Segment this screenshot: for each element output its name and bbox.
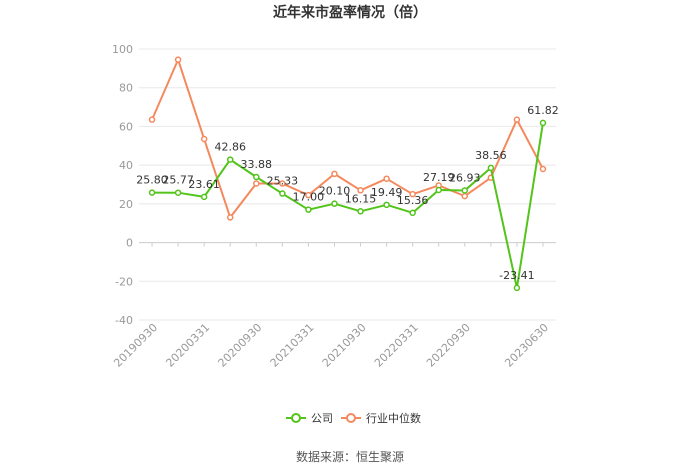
data-point-industry-median[interactable] xyxy=(226,214,234,221)
data-label-company: 23.61 xyxy=(188,178,220,191)
series-line-company xyxy=(152,122,544,289)
data-label-company: 15.36 xyxy=(397,194,429,207)
series-layer xyxy=(148,56,547,292)
data-point-company[interactable] xyxy=(461,187,469,194)
data-point-industry-median[interactable] xyxy=(409,190,416,198)
data-point-industry-median[interactable] xyxy=(461,192,469,200)
legend-item-company[interactable]: 公司 xyxy=(286,412,333,425)
data-point-company[interactable] xyxy=(305,206,312,213)
y-tick-label: 80 xyxy=(119,82,133,95)
data-label-company: 25.33 xyxy=(267,175,299,188)
data-point-company[interactable] xyxy=(148,189,156,196)
data-point-company[interactable] xyxy=(331,200,338,207)
data-point-industry-median[interactable] xyxy=(513,116,521,123)
data-point-company[interactable] xyxy=(435,186,442,194)
data-label-company: 16.15 xyxy=(345,192,377,205)
data-label-company: 38.56 xyxy=(475,149,507,162)
x-tick-label: 20200930 xyxy=(216,321,265,370)
data-label-company: 33.88 xyxy=(241,158,273,171)
data-label-company: -23.41 xyxy=(499,269,534,282)
data-label-company: 25.80 xyxy=(136,174,168,187)
data-point-industry-median[interactable] xyxy=(305,191,312,199)
data-point-company[interactable] xyxy=(357,208,364,215)
data-point-company[interactable] xyxy=(253,173,260,181)
data-label-company: 26.93 xyxy=(449,171,481,184)
grid-lines xyxy=(139,48,556,321)
legend[interactable]: 公司 行业中位数 xyxy=(286,411,421,425)
data-point-company[interactable] xyxy=(200,193,208,201)
data-label-company: 42.86 xyxy=(214,141,246,154)
data-point-company[interactable] xyxy=(539,119,547,127)
data-point-company[interactable] xyxy=(409,209,416,217)
data-label-company: 17.00 xyxy=(293,191,325,204)
y-axis: -40 -20 0 20 40 60 80 100 xyxy=(112,43,133,327)
data-label-company: 20.10 xyxy=(319,185,351,198)
data-point-company[interactable] xyxy=(226,156,234,163)
data-point-industry-median[interactable] xyxy=(383,175,390,182)
data-point-company[interactable] xyxy=(174,189,182,196)
data-point-company[interactable] xyxy=(279,190,286,197)
y-tick-label: -40 xyxy=(115,314,133,327)
data-label-company: 27.19 xyxy=(423,171,455,184)
y-tick-label: -20 xyxy=(115,275,133,288)
y-tick-label: 100 xyxy=(112,43,133,56)
legend-item-industry-median[interactable]: 行业中位数 xyxy=(341,411,421,425)
data-source: 数据来源：恒生聚源 xyxy=(296,449,404,464)
data-label-company: 61.82 xyxy=(527,104,559,117)
chart-title: 近年来市盈率情况（倍） xyxy=(273,4,427,21)
data-label-company: 19.49 xyxy=(371,186,403,199)
legend-marker-industry-median xyxy=(346,413,356,423)
x-tick-label: 20220331 xyxy=(372,321,421,370)
data-label-company: 25.77 xyxy=(162,174,194,187)
data-point-industry-median[interactable] xyxy=(357,187,364,194)
data-point-industry-median[interactable] xyxy=(200,135,208,143)
legend-label-industry-median: 行业中位数 xyxy=(366,411,421,425)
y-tick-label: 40 xyxy=(119,159,133,172)
x-tick-label: 20200331 xyxy=(163,321,212,370)
x-tick-label: 20230630 xyxy=(502,321,551,370)
x-tick-label: 20190930 xyxy=(111,321,160,370)
data-point-industry-median[interactable] xyxy=(331,170,338,178)
data-point-company[interactable] xyxy=(383,201,390,209)
y-tick-label: 20 xyxy=(119,198,133,211)
data-point-company[interactable] xyxy=(513,284,521,292)
x-tick-label: 20220930 xyxy=(424,321,473,370)
legend-marker-company xyxy=(291,413,301,423)
data-point-industry-median[interactable] xyxy=(279,180,286,187)
y-tick-label: 60 xyxy=(119,120,133,133)
x-axis: 20190930 20200331 20200930 20210331 20210930… xyxy=(111,242,551,370)
x-tick-label: 20210331 xyxy=(268,321,317,370)
data-point-industry-median[interactable] xyxy=(253,180,260,187)
legend-label-company: 公司 xyxy=(311,412,333,425)
data-point-industry-median[interactable] xyxy=(148,116,156,123)
data-point-company[interactable] xyxy=(487,164,495,172)
data-point-industry-median[interactable] xyxy=(539,165,547,173)
y-tick-label: 0 xyxy=(126,237,133,250)
x-tick-label: 20210930 xyxy=(320,321,369,370)
data-point-industry-median[interactable] xyxy=(174,56,182,63)
